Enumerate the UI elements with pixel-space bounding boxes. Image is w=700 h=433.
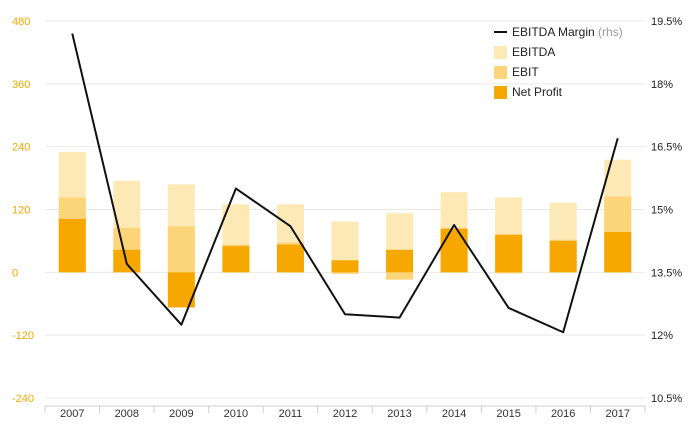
bar-net-profit — [440, 228, 468, 273]
x-tick-label: 2013 — [387, 408, 411, 420]
bar-ebit — [386, 272, 414, 280]
legend-label-note: (rhs) — [595, 25, 623, 39]
bar-net-profit — [386, 249, 414, 273]
legend-label: EBIT — [512, 65, 539, 79]
legend-label: EBITDA Margin (rhs) — [512, 25, 623, 39]
x-tick-label: 2011 — [279, 408, 303, 420]
left-tick-label: -120 — [12, 330, 34, 342]
right-tick-label: 16.5% — [651, 142, 682, 154]
bar-net-profit — [331, 260, 359, 273]
bar-ebit — [167, 226, 195, 273]
legend-label: Net Profit — [512, 85, 563, 99]
bar-ebit — [495, 272, 523, 274]
x-tick-label: 2009 — [169, 408, 193, 420]
right-tick-label: 15% — [651, 205, 673, 217]
x-axis: 2007 2008 2009 2010 2011 2012 2013 2014 2015 2016… — [44, 405, 646, 420]
x-tick-label: 2008 — [115, 408, 139, 420]
line-ebitda-margin — [71, 33, 619, 334]
bars — [58, 151, 632, 308]
x-tick-label: 2007 — [60, 408, 84, 420]
right-tick-label: 10.5% — [651, 393, 682, 405]
left-tick-label: 480 — [12, 16, 30, 28]
legend-swatch — [494, 86, 507, 99]
left-axis-ticks: 480 360 240 120 0 -120 -240 — [12, 16, 34, 405]
x-tick-label: 2015 — [496, 408, 520, 420]
bar-net-profit — [276, 244, 304, 273]
right-tick-label: 19.5% — [651, 16, 682, 28]
left-tick-label: 120 — [12, 205, 30, 217]
x-tick-label: 2012 — [333, 408, 357, 420]
bar-net-profit — [549, 240, 577, 273]
left-tick-label: 360 — [12, 79, 30, 91]
right-tick-label: 18% — [651, 79, 673, 91]
left-tick-label: 0 — [12, 267, 18, 279]
legend: EBITDA Margin (rhs) EBITDA EBIT Net Profit — [494, 25, 623, 99]
x-tick-label: 2010 — [224, 408, 248, 420]
legend-swatch — [494, 46, 507, 59]
legend-swatch — [494, 66, 507, 79]
x-tick-label: 2017 — [605, 408, 629, 420]
bar-ebit — [331, 272, 359, 274]
x-tick-label: 2014 — [442, 408, 466, 420]
margin-line — [71, 33, 619, 334]
left-tick-label: -240 — [12, 393, 34, 405]
x-tick-label: 2016 — [551, 408, 575, 420]
right-axis-ticks: 19.5% 18% 16.5% 15% 13.5% 12% 10.5% — [651, 16, 682, 405]
bar-net-profit — [58, 218, 86, 273]
legend-label: EBITDA — [512, 45, 555, 59]
right-tick-label: 12% — [651, 330, 673, 342]
left-tick-label: 240 — [12, 142, 30, 154]
right-tick-label: 13.5% — [651, 267, 682, 279]
bar-net-profit — [495, 234, 523, 273]
bar-net-profit — [222, 246, 250, 273]
bar-net-profit — [604, 232, 632, 273]
